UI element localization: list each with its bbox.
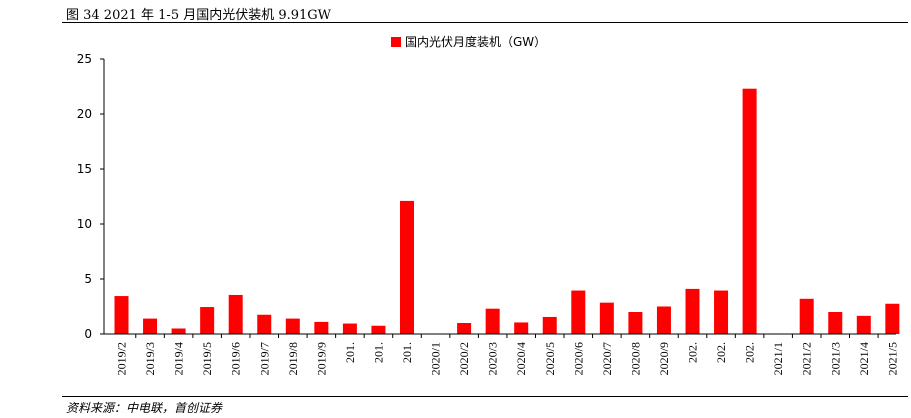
- bar: [200, 307, 215, 334]
- bar: [571, 290, 586, 334]
- y-tick-label: 15: [77, 162, 92, 176]
- bar: [885, 303, 900, 334]
- x-tick-label: 2020/8: [628, 342, 642, 375]
- legend-swatch: [391, 37, 401, 47]
- bottom-rule: [62, 396, 908, 397]
- bar: [371, 325, 386, 334]
- y-tick-label: 20: [77, 107, 92, 121]
- y-tick-label: 10: [77, 217, 92, 231]
- x-tick-label: 2019/8: [286, 342, 300, 375]
- bar: [599, 302, 614, 334]
- x-tick-label: 2020/9: [657, 342, 671, 375]
- x-tick-label: 2020/3: [486, 342, 500, 375]
- x-tick-label: 2021/2: [800, 342, 814, 375]
- source-note: 资料来源：中电联，首创证券: [66, 401, 223, 415]
- x-tick-label: 2020/7: [600, 342, 614, 375]
- x-tick-label: 2021/3: [828, 342, 842, 375]
- bar: [714, 290, 729, 334]
- y-axis: 0 5 10 15 20 25: [77, 52, 105, 341]
- bars: [114, 88, 900, 334]
- bar: [628, 312, 643, 334]
- bar: [685, 288, 700, 334]
- y-tick-label: 5: [84, 272, 92, 286]
- bar: [285, 318, 300, 334]
- x-tick-label: 2020/1: [429, 342, 443, 375]
- bar: [457, 323, 472, 334]
- x-tick-label: 2019/2: [115, 342, 129, 375]
- x-tick-label: 2019/5: [200, 342, 214, 375]
- bar: [143, 318, 158, 334]
- y-tick-label: 0: [84, 327, 92, 341]
- bar: [856, 315, 871, 334]
- legend-label: 国内光伏月度装机（GW）: [405, 34, 546, 49]
- x-tick-label: 2019/9: [314, 342, 328, 375]
- x-tick-label: 2021/1: [771, 342, 785, 375]
- bar: [228, 294, 243, 334]
- x-tick-label: 2019/6: [229, 342, 243, 375]
- legend: 国内光伏月度装机（GW）: [391, 34, 546, 49]
- x-tick-label: 2019/7: [257, 342, 271, 375]
- x-tick-label: 2020/6: [571, 342, 585, 375]
- bar: [742, 88, 757, 334]
- bar: [828, 312, 843, 334]
- x-tick-label: 2019/4: [172, 342, 186, 375]
- bar: [257, 314, 272, 334]
- x-tick-label: 202.: [686, 342, 700, 363]
- bar: [799, 298, 814, 334]
- bar: [314, 321, 329, 334]
- x-tick-label: 201.: [371, 342, 385, 363]
- x-tick-label: 2020/4: [514, 342, 528, 375]
- x-tick-label: 2021/4: [857, 342, 871, 375]
- x-tick-label: 2019/3: [143, 342, 157, 375]
- x-tick-label: 201.: [400, 342, 414, 363]
- bar: [514, 322, 529, 334]
- bar: [485, 308, 500, 334]
- x-tick-label: 202.: [714, 342, 728, 363]
- x-tick-label: 2020/5: [543, 342, 557, 375]
- x-tick-label: 202.: [743, 342, 757, 363]
- x-tick-label: 2020/2: [457, 342, 471, 375]
- x-tick-label: 201.: [343, 342, 357, 363]
- bar: [400, 200, 414, 334]
- figure-title: 图 34 2021 年 1-5 月国内光伏装机 9.91GW: [66, 8, 332, 23]
- top-rule: [62, 22, 908, 23]
- bar: [542, 316, 557, 334]
- y-tick-label: 25: [77, 52, 92, 66]
- x-axis: 2019/2 2019/3 2019/4 2019/5 2019/6 2019/7 2019…: [104, 333, 899, 375]
- bar: [171, 328, 186, 334]
- bar: [342, 323, 357, 334]
- bar: [656, 306, 671, 334]
- bar: [114, 296, 129, 334]
- x-tick-label: 2021/5: [885, 342, 899, 375]
